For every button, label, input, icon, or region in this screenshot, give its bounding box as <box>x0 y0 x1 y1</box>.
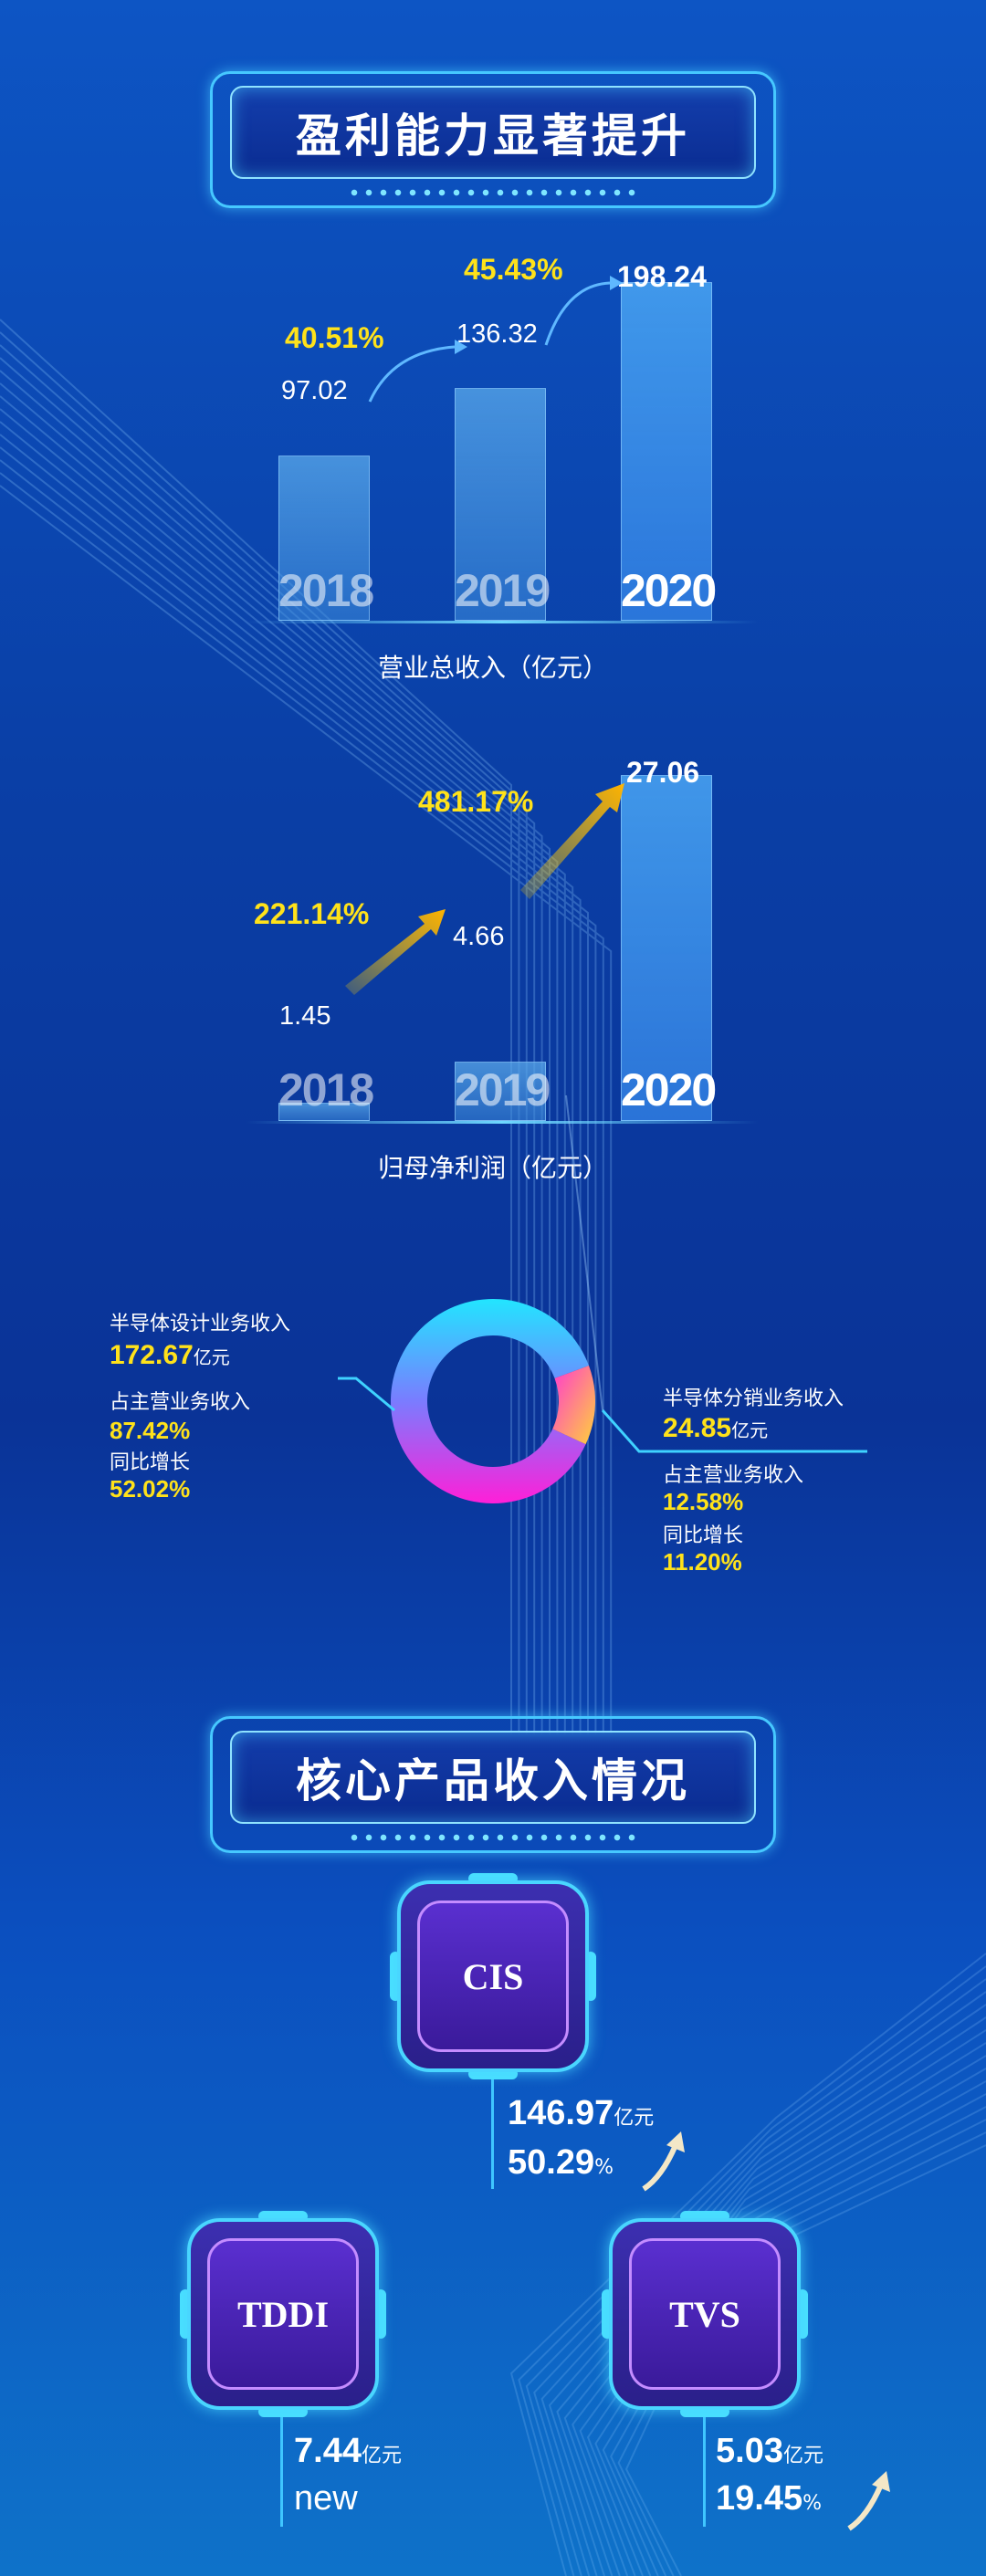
revenue-bar-2019 <box>455 388 546 621</box>
donut-slice-distribution <box>552 1365 596 1445</box>
tvs-up-arrow <box>847 2483 884 2531</box>
product-cis-name: CIS <box>417 1901 569 2052</box>
product-tvs-badge: TVS <box>602 2211 808 2417</box>
design-value: 172.67亿元 <box>110 1340 230 1370</box>
revenue-baseline <box>246 621 758 623</box>
profit-value-2018: 1.45 <box>279 1001 331 1031</box>
distribution-share: 12.58% <box>663 1488 744 1515</box>
section1-title-frame: 盈利能力显著提升 <box>210 71 776 208</box>
distribution-value: 24.85亿元 <box>663 1413 769 1443</box>
profit-year-2018: 2018 <box>278 1064 374 1115</box>
profit-value-2019: 4.66 <box>453 922 505 951</box>
cis-connector <box>491 2079 494 2189</box>
profit-growth-arrows <box>345 783 624 995</box>
product-cis-badge: CIS <box>390 1873 596 2079</box>
profit-bar-2018 <box>278 1102 370 1121</box>
product-tvs-name: TVS <box>629 2238 781 2390</box>
profit-year-2020: 2020 <box>621 1064 717 1115</box>
profit-bar-2020 <box>621 775 712 1121</box>
revenue-year-2020: 2020 <box>621 565 717 616</box>
revenue-split-donut <box>338 1094 867 1504</box>
revenue-bar-2020 <box>621 282 712 621</box>
product-tddi-badge: TDDI <box>180 2211 386 2417</box>
revenue-value-2019: 136.32 <box>456 319 538 349</box>
design-share-label: 占主营业务收入 <box>110 1391 251 1414</box>
design-name: 半导体设计业务收入 <box>110 1313 291 1335</box>
cis-growth: 50.29% <box>508 2143 614 2182</box>
cis-value: 146.97亿元 <box>508 2094 655 2132</box>
cis-up-arrow <box>642 2143 678 2192</box>
section1-title: 盈利能力显著提升 <box>230 86 756 179</box>
revenue-growth-arrows <box>368 276 623 403</box>
section2-title-frame: 核心产品收入情况 <box>210 1716 776 1853</box>
section2-title: 核心产品收入情况 <box>230 1731 756 1824</box>
revenue-value-2018: 97.02 <box>281 376 348 405</box>
revenue-year-2018: 2018 <box>278 565 374 616</box>
distribution-name: 半导体分销业务收入 <box>663 1387 844 1410</box>
design-share: 87.42% <box>110 1417 191 1444</box>
profit-baseline <box>246 1121 758 1124</box>
profit-year-2019: 2019 <box>455 1064 551 1115</box>
revenue-growth-2019: 40.51% <box>285 321 384 354</box>
design-growth-label: 同比增长 <box>110 1451 191 1474</box>
profit-value-2020: 27.06 <box>626 756 700 789</box>
revenue-axis-label: 营业总收入（亿元） <box>377 653 608 683</box>
title-dots <box>347 188 639 197</box>
tvs-value: 5.03亿元 <box>716 2432 823 2470</box>
profit-growth-2019: 221.14% <box>254 897 370 930</box>
revenue-year-2019: 2019 <box>455 565 551 616</box>
tddi-growth: new <box>294 2479 358 2518</box>
revenue-bar-2018 <box>278 455 370 621</box>
distribution-growth-label: 同比增长 <box>663 1524 744 1547</box>
tddi-value: 7.44亿元 <box>294 2432 402 2470</box>
title-dots <box>347 1833 639 1842</box>
distribution-share-label: 占主营业务收入 <box>663 1464 804 1487</box>
revenue-growth-2020: 45.43% <box>464 253 563 286</box>
tddi-connector <box>280 2417 283 2527</box>
tvs-growth: 19.45% <box>716 2479 822 2518</box>
tvs-connector <box>703 2417 706 2527</box>
profit-growth-2020: 481.17% <box>418 785 534 818</box>
distribution-growth: 11.20% <box>663 1548 742 1576</box>
design-growth: 52.02% <box>110 1475 191 1503</box>
donut-slice-design <box>391 1299 589 1504</box>
revenue-value-2020: 198.24 <box>617 260 707 293</box>
profit-bar-2019 <box>455 1061 546 1121</box>
product-tddi-name: TDDI <box>207 2238 359 2390</box>
profit-axis-label: 归母净利润（亿元） <box>377 1153 608 1183</box>
